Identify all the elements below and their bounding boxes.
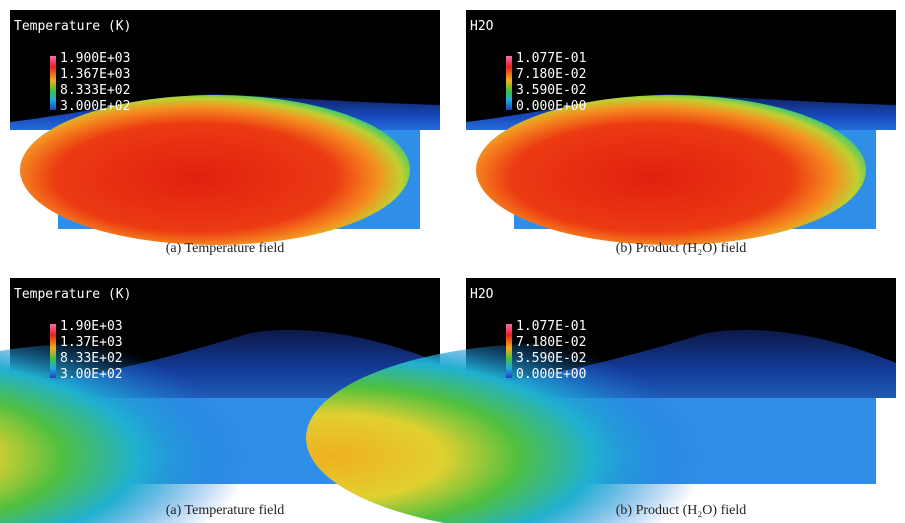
colorbar-label: 3.000E+02 [60, 99, 130, 114]
colorbar [506, 56, 512, 110]
colorbar [50, 56, 56, 110]
field [476, 95, 866, 245]
panel: Temperature (K) 1.900E+031.367E+038.333E+… [10, 10, 440, 245]
caption: (b) Product (H₂O) field [616, 241, 746, 256]
colorbar-label: 3.590E-02 [516, 83, 586, 98]
colorbar-label: 1.37E+03 [60, 335, 123, 350]
panel-title: Temperature (K) [14, 19, 131, 34]
caption: (a) Temperature field [166, 241, 284, 256]
colorbar-label: 0.000E+00 [516, 367, 586, 382]
colorbar-label: 7.180E-02 [516, 67, 586, 82]
panel-title: Temperature (K) [14, 287, 131, 302]
colorbar-label: 0.000E+00 [516, 99, 586, 114]
colorbar-label: 1.90E+03 [60, 319, 123, 334]
caption: (b) Product (H₂O) field [616, 503, 746, 518]
colorbar-label: 7.180E-02 [516, 335, 586, 350]
colorbar [50, 324, 56, 378]
panel: H2O 1.077E-017.180E-023.590E-020.000E+00 [306, 278, 896, 523]
panel-title: H2O [470, 19, 494, 34]
colorbar-label: 3.00E+02 [60, 367, 123, 382]
colorbar-label: 1.077E-01 [516, 319, 586, 334]
colorbar-label: 1.077E-01 [516, 51, 586, 66]
field [20, 95, 410, 245]
colorbar-label: 8.333E+02 [60, 83, 130, 98]
panel-title: H2O [470, 287, 494, 302]
field [0, 343, 350, 523]
colorbar-label: 8.33E+02 [60, 351, 123, 366]
caption: (a) Temperature field [166, 503, 284, 518]
colorbar-label: 1.367E+03 [60, 67, 130, 82]
colorbar-label: 1.900E+03 [60, 51, 130, 66]
colorbar-label: 3.590E-02 [516, 351, 586, 366]
panel: H2O 1.077E-017.180E-023.590E-020.000E+00 [466, 10, 896, 245]
field [306, 343, 806, 523]
colorbar [506, 324, 512, 378]
